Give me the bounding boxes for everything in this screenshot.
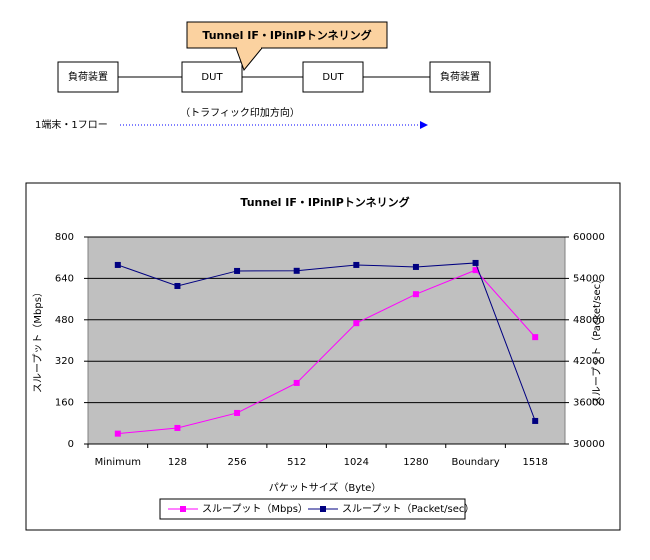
y2-tick-label: 42000 xyxy=(573,356,605,367)
point-marker xyxy=(532,334,539,341)
point-marker xyxy=(114,261,121,268)
legend-marker xyxy=(320,506,326,512)
callout-box xyxy=(186,21,388,49)
flow-label: 1端末・1フロー xyxy=(35,118,108,131)
x-tick-label: 1280 xyxy=(403,457,428,468)
direction-label: （トラフィック印加方向） xyxy=(180,106,300,119)
node-label: DUT xyxy=(201,72,223,83)
series-line xyxy=(117,262,536,422)
point-marker xyxy=(293,379,300,386)
point-marker xyxy=(472,267,479,274)
node-box xyxy=(429,61,491,93)
point-marker xyxy=(412,263,419,270)
callout-text: Tunnel IF・IPinIPトンネリング xyxy=(202,28,371,42)
point-marker xyxy=(293,267,300,274)
y-tick-label: 480 xyxy=(55,315,74,326)
point-marker xyxy=(174,424,181,431)
y-tick-label: 320 xyxy=(55,356,74,367)
legend-label: スループット（Mbps） xyxy=(202,503,308,515)
y2-tick-label: 54000 xyxy=(573,273,605,284)
flow-arrow-head xyxy=(420,121,428,129)
node-box xyxy=(181,61,243,93)
node-label: DUT xyxy=(322,72,344,83)
x-tick-label: 512 xyxy=(287,457,306,468)
point-marker xyxy=(174,282,181,289)
node-label: 負荷装置 xyxy=(440,70,480,83)
point-marker xyxy=(114,430,121,437)
node-box xyxy=(57,61,119,93)
series-line xyxy=(117,269,536,435)
plot-area xyxy=(87,236,566,445)
y2-tick-label: 60000 xyxy=(573,232,605,243)
point-marker xyxy=(353,320,360,327)
y-tick-label: 0 xyxy=(68,439,74,450)
point-marker xyxy=(472,259,479,266)
y2-tick-label: 48000 xyxy=(573,315,605,326)
legend-label: スループット（Packet/sec） xyxy=(342,503,474,515)
x-tick-label: 1518 xyxy=(522,457,547,468)
y-tick-label: 160 xyxy=(55,398,74,409)
node-label: 負荷装置 xyxy=(68,70,108,83)
point-marker xyxy=(532,417,539,424)
legend-marker xyxy=(180,506,186,512)
x-tick-label: 256 xyxy=(228,457,247,468)
y-tick-label: 640 xyxy=(55,273,74,284)
x-tick-label: Boundary xyxy=(451,457,499,468)
x-tick-label: Minimum xyxy=(95,457,141,468)
x-tick-label: 1024 xyxy=(344,457,369,468)
y-tick-label: 800 xyxy=(55,232,74,243)
y-axis-title: スループット（Mbps） xyxy=(32,287,44,393)
node-box xyxy=(302,61,364,93)
point-marker xyxy=(234,409,241,416)
point-marker xyxy=(353,261,360,268)
chart-title: Tunnel IF・IPinIPトンネリング xyxy=(240,195,409,209)
point-marker xyxy=(412,291,419,298)
y2-tick-label: 30000 xyxy=(573,439,605,450)
x-axis-title: パケットサイズ（Byte） xyxy=(269,481,382,494)
y2-axis-title: スループット（Packet/sec） xyxy=(591,274,603,406)
x-tick-label: 128 xyxy=(168,457,187,468)
y2-tick-label: 36000 xyxy=(573,398,605,409)
point-marker xyxy=(234,267,241,274)
